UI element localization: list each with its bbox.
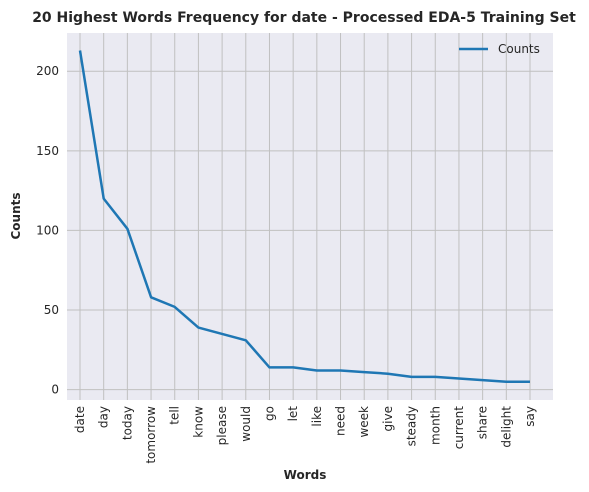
y-tick-label: 150 [36,144,59,158]
y-tick-labels: 0 50 100 150 200 [36,64,59,396]
y-tick-label: 50 [44,303,59,317]
y-axis-label: Counts [9,192,23,239]
x-tick-label: current [452,406,466,450]
y-tick-label: 100 [36,223,59,237]
x-tick-label: tell [168,406,182,425]
x-tick-label: say [523,406,537,427]
x-tick-label: week [357,406,371,438]
x-tick-label: would [239,406,253,442]
x-tick-label: month [428,406,442,445]
x-tick-label: delight [499,406,513,448]
plot-area [67,33,553,400]
x-axis-label: Words [284,468,327,482]
x-tick-labels: date day today tomorrow tell know please would g… [73,406,537,464]
legend-label: Counts [498,42,540,56]
series-layer [78,50,531,383]
x-tick-label: tomorrow [144,406,158,464]
legend: Counts [459,42,540,56]
y-tick-label: 200 [36,64,59,78]
x-tick-label: today [120,406,134,440]
grid-lines [67,33,553,400]
x-tick-label: go [262,406,276,421]
x-tick-label: steady [405,406,419,446]
x-tick-label: give [381,406,395,431]
x-tick-label: need [334,406,348,436]
x-tick-label: date [73,406,87,433]
x-tick-label: day [97,406,111,428]
y-tick-label: 0 [51,383,59,397]
x-tick-label: share [476,406,490,439]
x-tick-label: like [310,406,324,427]
series-line-counts [78,50,530,383]
x-tick-label: let [286,406,300,422]
x-tick-label: know [191,406,205,438]
chart-title: 20 Highest Words Frequency for date - Pr… [32,10,576,26]
x-tick-label: please [215,406,229,445]
